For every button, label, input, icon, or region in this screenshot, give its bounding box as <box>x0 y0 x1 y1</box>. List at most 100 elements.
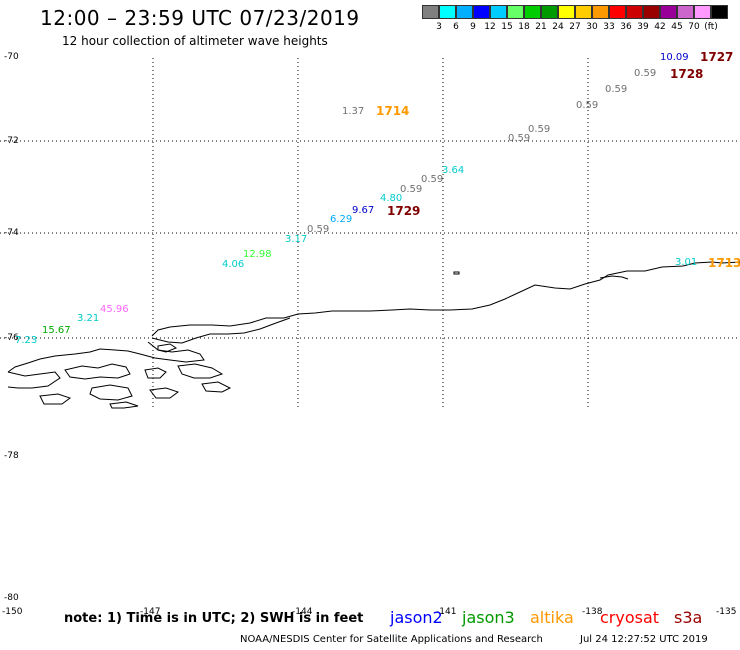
island-3 <box>144 367 167 379</box>
track-time-label[interactable]: 1727 <box>700 50 734 64</box>
colorbar-swatch <box>711 5 728 19</box>
colorbar-tick-label: 42 <box>654 22 666 32</box>
colorbar-swatch <box>643 5 660 19</box>
colorbar-swatch <box>626 5 643 19</box>
colorbar-tick-label: 70 <box>688 22 700 32</box>
legend-s3a: s3a <box>674 608 703 627</box>
colorbar-swatch <box>694 5 711 19</box>
colorbar-tick-label: 15 <box>501 22 513 32</box>
obs-label[interactable]: 45.96 <box>100 304 129 315</box>
coast-segment-4 <box>7 371 61 389</box>
coast-segment-3 <box>7 341 205 373</box>
track-time-label[interactable]: 1713 <box>708 256 740 270</box>
colorbar-swatch <box>507 5 524 19</box>
obs-label[interactable]: 0.59 <box>421 174 444 185</box>
obs-label[interactable]: 12.98 <box>243 249 272 260</box>
track-time-label[interactable]: 1729 <box>387 204 421 218</box>
island-1 <box>64 363 131 380</box>
colorbar-swatch <box>541 5 558 19</box>
lon-label-144: -144 <box>292 607 313 617</box>
obs-label[interactable]: 10.09 <box>660 52 689 63</box>
coast-segment-1 <box>599 275 629 280</box>
map-subtitle: 12 hour collection of altimeter wave hei… <box>62 34 328 48</box>
lon-label-150: -150 <box>2 607 23 617</box>
graticule <box>0 58 740 408</box>
footer-note: note: 1) Time is in UTC; 2) SWH is in fe… <box>64 611 364 626</box>
colorbar-tick-label: 45 <box>671 22 683 32</box>
colorbar-swatch <box>490 5 507 19</box>
obs-label[interactable]: 0.59 <box>576 100 599 111</box>
obs-label[interactable]: 3.64 <box>442 165 465 176</box>
obs-label[interactable]: 3.21 <box>77 313 100 324</box>
colorbar-swatch <box>609 5 626 19</box>
lon-label-141: -141 <box>436 607 457 617</box>
lat-label-72: -72 <box>4 136 19 146</box>
colorbar-tick-label: 36 <box>620 22 632 32</box>
colorbar-tick-label: 12 <box>484 22 496 32</box>
lat-label-76: -76 <box>4 333 19 343</box>
obs-label[interactable]: 0.59 <box>605 84 628 95</box>
colorbar-swatch <box>660 5 677 19</box>
colorbar-tick-label: 33 <box>603 22 615 32</box>
lat-label-70: -70 <box>4 52 19 62</box>
colorbar-tick-label: 9 <box>470 22 476 32</box>
colorbar-tick-label: 21 <box>535 22 547 32</box>
track-time-label[interactable]: 1714 <box>376 104 410 118</box>
island-4 <box>177 363 224 379</box>
obs-label[interactable]: 7.23 <box>15 335 38 346</box>
obs-label[interactable]: 0.59 <box>528 124 551 135</box>
ice-shelf-edge <box>151 261 740 337</box>
island-5 <box>201 381 232 393</box>
colorbar-tick-label: 3 <box>436 22 442 32</box>
track-time-label[interactable]: 1728 <box>670 67 704 81</box>
island-2 <box>89 384 133 401</box>
colorbar-tick-label: 27 <box>569 22 581 32</box>
map-title: 12:00 – 23:59 UTC 07/23/2019 <box>40 6 360 30</box>
obs-label[interactable]: 0.59 <box>400 184 423 195</box>
colorbar-swatch <box>456 5 473 19</box>
obs-label[interactable]: 6.29 <box>330 214 353 225</box>
obs-label[interactable]: 3.01 <box>675 257 698 268</box>
obs-label[interactable]: 4.80 <box>380 193 403 204</box>
colorbar-tick-label: 30 <box>586 22 598 32</box>
generated-timestamp: Jul 24 12:27:52 UTC 2019 <box>580 634 708 645</box>
colorbar-swatch <box>592 5 609 19</box>
coast-segment-2 <box>151 317 291 344</box>
island-7 <box>109 401 139 409</box>
lat-label-74: -74 <box>4 228 19 238</box>
colorbar-swatch <box>524 5 541 19</box>
credit-line: NOAA/NESDIS Center for Satellite Applica… <box>240 634 543 645</box>
legend-altika: altika <box>530 608 574 627</box>
lat-label-78: -78 <box>4 451 19 461</box>
colorbar-swatch <box>422 5 439 19</box>
island-9 <box>157 343 178 353</box>
obs-label[interactable]: 9.67 <box>352 205 375 216</box>
island-10 <box>453 271 460 275</box>
colorbar-tick-label: 6 <box>453 22 459 32</box>
legend-jason2: jason2 <box>390 608 443 627</box>
obs-label[interactable]: 0.59 <box>307 224 330 235</box>
colorbar-tick-label: (ft) <box>704 22 718 32</box>
obs-label[interactable]: 15.67 <box>42 325 71 336</box>
colorbar-tick-label: 24 <box>552 22 564 32</box>
colorbar-tick-label: 18 <box>518 22 530 32</box>
coastline <box>7 261 740 409</box>
colorbar-tick-label: 39 <box>637 22 649 32</box>
obs-label[interactable]: 3.17 <box>285 234 308 245</box>
legend-jason3: jason3 <box>462 608 515 627</box>
obs-label[interactable]: 0.59 <box>508 133 531 144</box>
lat-label-80: -80 <box>4 593 19 603</box>
lon-label-147: -147 <box>140 607 161 617</box>
colorbar-swatch <box>439 5 456 19</box>
colorbar-swatch <box>473 5 490 19</box>
obs-label[interactable]: 4.06 <box>222 259 245 270</box>
island-6 <box>39 393 72 405</box>
obs-label[interactable]: 0.59 <box>634 68 657 79</box>
legend-cryosat: cryosat <box>600 608 660 627</box>
lon-label-138: -138 <box>582 607 603 617</box>
lon-label-135: -135 <box>716 607 737 617</box>
island-8 <box>149 387 180 399</box>
obs-label[interactable]: 1.37 <box>342 106 365 117</box>
colorbar-swatch <box>558 5 575 19</box>
